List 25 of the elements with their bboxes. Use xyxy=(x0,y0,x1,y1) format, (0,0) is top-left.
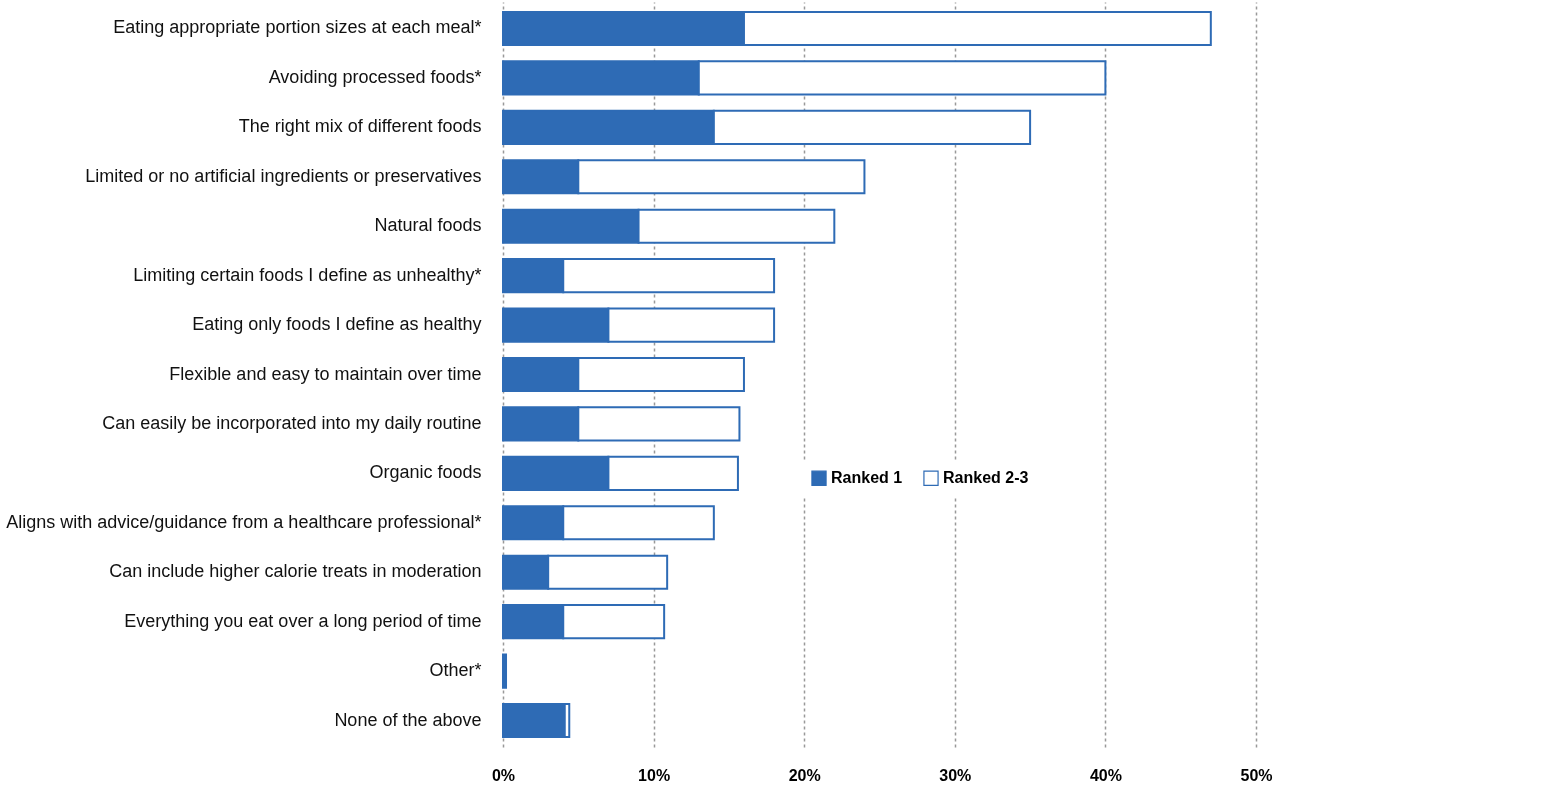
bar xyxy=(502,702,566,739)
y-tick-label: The right mix of different foods xyxy=(238,116,482,137)
legend-label: Ranked 1 xyxy=(831,469,903,487)
y-tick-label: None of the above xyxy=(334,709,482,730)
y-tick-label: Flexible and easy to maintain over time xyxy=(169,363,482,384)
y-tick-label: Can easily be incorporated into my daily routine xyxy=(102,412,482,433)
y-tick-label: Limiting certain foods I define as unhealthy* xyxy=(133,264,482,285)
x-tick-label: 40% xyxy=(1089,766,1122,784)
x-tick-label: 0% xyxy=(491,766,516,784)
y-tick-label: Eating appropriate portion sizes at each meal* xyxy=(113,17,482,38)
y-tick-label: Avoiding processed foods* xyxy=(268,66,482,87)
y-tick-label: Natural foods xyxy=(374,215,482,236)
y-tick-label: Aligns with advice/guidance from a healthcare professional* xyxy=(6,511,482,532)
y-tick-label: Eating only foods I define as healthy xyxy=(192,314,482,335)
x-tick-label: 10% xyxy=(638,766,671,784)
legend-label: Ranked 2-3 xyxy=(943,469,1029,487)
y-tick-label: Other* xyxy=(429,660,482,681)
bar xyxy=(502,653,508,689)
x-tick-label: 20% xyxy=(788,766,821,784)
y-tick-label: Limited or no artificial ingredients or preservatives xyxy=(85,165,482,186)
x-tick-label: 30% xyxy=(939,766,972,784)
y-tick-label: Organic foods xyxy=(369,462,482,483)
x-tick-label: 50% xyxy=(1240,766,1273,784)
y-tick-label: Everything you eat over a long period of time xyxy=(124,610,482,631)
y-tick-label: Can include higher calorie treats in moderation xyxy=(109,561,482,582)
